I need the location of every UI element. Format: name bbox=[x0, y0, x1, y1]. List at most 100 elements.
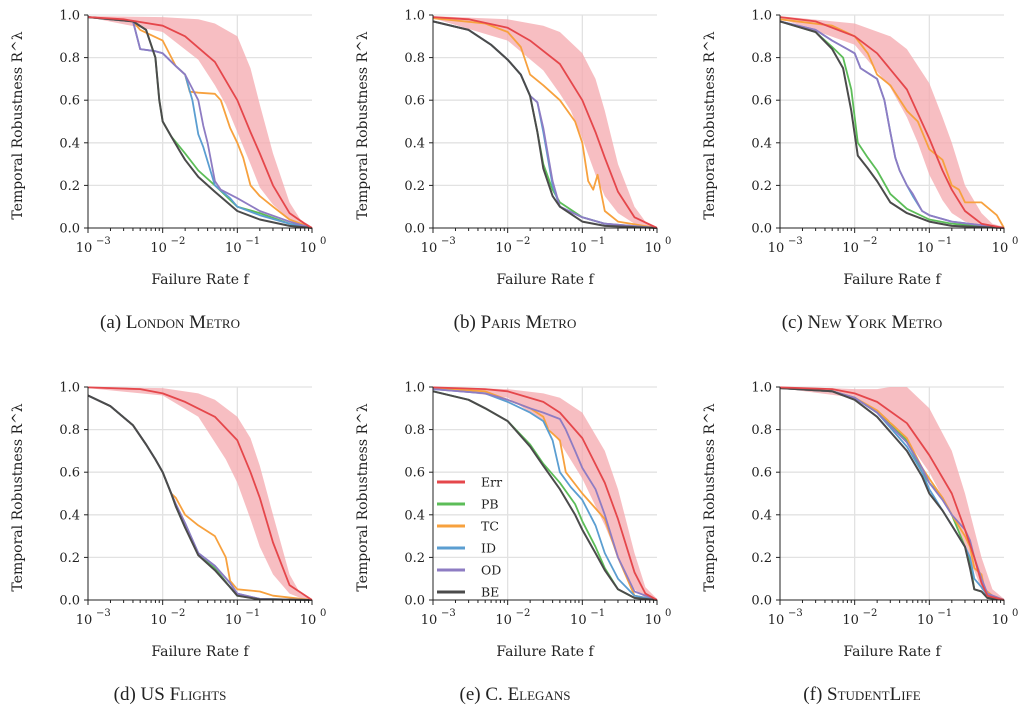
caption-dataset-name: Flights bbox=[169, 684, 227, 705]
chart-svg: 0.00.20.40.60.81.010 −3 10 −2 10 −1 10 0Failure… bbox=[355, 9, 671, 289]
y-tick-label: 0.8 bbox=[404, 423, 425, 438]
chart-panel-1: 0.0 0.2 0.4 0.6 0.8 1.0 10 −3 10 −2 10 −1 10 0 Failure… bbox=[0, 0, 340, 356]
caption-prefix: (c) bbox=[781, 312, 808, 333]
x-tick-label: 10 bbox=[300, 241, 317, 256]
series-line-be bbox=[87, 394, 313, 601]
y-tick-label: 0.4 bbox=[404, 508, 425, 523]
y-tick-label: 0.2 bbox=[751, 551, 772, 566]
x-tick-label: 10 bbox=[76, 241, 93, 256]
series-line-be bbox=[432, 390, 658, 601]
series-line-err bbox=[87, 386, 313, 601]
y-tick-label: 0.8 bbox=[751, 423, 772, 438]
y-tick-label: 1.0 bbox=[404, 381, 425, 396]
y-tick-label: 0.6 bbox=[59, 94, 80, 109]
x-tick-exponent: −2 bbox=[863, 608, 878, 619]
series-line-tc bbox=[87, 16, 313, 229]
x-axis-title: Failure Rate f bbox=[151, 272, 250, 288]
series-line-be bbox=[779, 20, 1005, 229]
err-confidence-band bbox=[433, 16, 657, 228]
caption-prefix: (e) C. bbox=[459, 684, 508, 705]
x-tick-exponent: −1 bbox=[937, 236, 952, 247]
x-tick-exponent: −2 bbox=[171, 236, 186, 247]
x-tick-label: 10 bbox=[570, 613, 587, 628]
chart-panel-5: 0.0 0.2 0.4 0.6 0.8 1.0 10 −3 10 −2 10 −1 10 0 Failure… bbox=[345, 372, 685, 728]
x-tick-label: 10 bbox=[645, 241, 662, 256]
y-tick-label: 0.2 bbox=[404, 551, 425, 566]
y-tick-label: 1.0 bbox=[751, 381, 772, 396]
x-tick-label: 10 bbox=[992, 613, 1009, 628]
y-tick-label: 0.2 bbox=[751, 179, 772, 194]
caption-dataset-name: New York Metro bbox=[807, 312, 943, 333]
x-tick-exponent: −3 bbox=[788, 608, 803, 619]
x-tick-exponent: 0 bbox=[1012, 236, 1018, 247]
x-tick-label: 10 bbox=[842, 241, 859, 256]
panel-caption: (a) London Metro bbox=[0, 312, 340, 334]
y-tick-label: 0.4 bbox=[751, 508, 772, 523]
legend-label-be: BE bbox=[481, 585, 499, 600]
series-line-pb bbox=[779, 20, 1005, 229]
x-axis-title: Failure Rate f bbox=[843, 644, 942, 660]
legend-label-id: ID bbox=[481, 541, 496, 556]
panel-caption: (b) Paris Metro bbox=[345, 312, 685, 334]
y-tick-label: 0.2 bbox=[59, 179, 80, 194]
x-axis-title: Failure Rate f bbox=[151, 644, 250, 660]
chart-panel-4: 0.0 0.2 0.4 0.6 0.8 1.0 10 −3 10 −2 10 −1 10 0 Failure… bbox=[0, 372, 340, 728]
panel-caption: (f) StudentLife bbox=[692, 684, 1021, 706]
x-tick-label: 10 bbox=[992, 241, 1009, 256]
y-axis-title: Temporal Robustness R^λ bbox=[10, 403, 26, 591]
y-axis-title: Temporal Robustness R^λ bbox=[355, 31, 371, 219]
chart-svg: 0.00.20.40.60.81.010 −3 10 −2 10 −1 10 0Failure… bbox=[10, 9, 326, 289]
caption-prefix: (f) bbox=[803, 684, 828, 705]
y-tick-label: 0.2 bbox=[59, 551, 80, 566]
chart-svg: 0.00.20.40.60.81.010 −3 10 −2 10 −1 10 0Failure… bbox=[702, 9, 1018, 289]
x-tick-exponent: −3 bbox=[96, 608, 111, 619]
x-tick-exponent: −3 bbox=[441, 236, 456, 247]
caption-dataset-name: London Metro bbox=[125, 312, 240, 333]
series-line-be bbox=[432, 20, 658, 229]
series-line-err bbox=[87, 16, 313, 229]
x-tick-exponent: −3 bbox=[96, 236, 111, 247]
y-tick-label: 0.4 bbox=[59, 508, 80, 523]
x-tick-label: 10 bbox=[225, 241, 242, 256]
y-tick-label: 0.4 bbox=[751, 136, 772, 151]
legend-label-od: OD bbox=[481, 563, 501, 578]
series-line-be bbox=[87, 16, 313, 229]
x-tick-label: 10 bbox=[917, 241, 934, 256]
x-tick-label: 10 bbox=[150, 241, 167, 256]
y-tick-label: 0.0 bbox=[59, 594, 80, 609]
x-axis-title: Failure Rate f bbox=[496, 272, 595, 288]
panel-caption: (d) US Flights bbox=[0, 684, 340, 706]
series-line-err bbox=[779, 16, 1005, 229]
x-tick-label: 10 bbox=[495, 241, 512, 256]
y-axis-title: Temporal Robustness R^λ bbox=[702, 403, 718, 591]
series-line-be bbox=[779, 387, 1005, 601]
x-tick-exponent: −3 bbox=[788, 236, 803, 247]
chart-svg: 0.00.20.40.60.81.010 −3 10 −2 10 −1 10 0Failure… bbox=[355, 381, 671, 661]
series-line-err bbox=[432, 386, 658, 601]
x-tick-exponent: 0 bbox=[1012, 608, 1018, 619]
x-tick-exponent: −2 bbox=[863, 236, 878, 247]
x-tick-exponent: −2 bbox=[516, 608, 531, 619]
y-tick-label: 0.0 bbox=[751, 222, 772, 237]
chart-panel-3: 0.0 0.2 0.4 0.6 0.8 1.0 10 −3 10 −2 10 −1 10 0 Failure… bbox=[692, 0, 1021, 356]
err-confidence-band bbox=[88, 387, 312, 600]
y-axis-title: Temporal Robustness R^λ bbox=[355, 403, 371, 591]
panel-caption: (c) New York Metro bbox=[692, 312, 1021, 334]
y-tick-label: 0.0 bbox=[404, 222, 425, 237]
series-line-od bbox=[432, 388, 658, 601]
chart-svg: 0.00.20.40.60.81.010 −3 10 −2 10 −1 10 0Failure… bbox=[702, 381, 1018, 661]
y-tick-label: 0.0 bbox=[59, 222, 80, 237]
caption-prefix: (b) bbox=[453, 312, 481, 333]
caption-dataset-name: Paris Metro bbox=[480, 312, 577, 333]
y-tick-label: 0.2 bbox=[404, 179, 425, 194]
series-line-od bbox=[779, 20, 1005, 229]
series-line-err bbox=[779, 386, 1005, 601]
series-line-tc bbox=[432, 17, 658, 229]
x-tick-label: 10 bbox=[421, 241, 438, 256]
legend: Err PB TC ID OD BE bbox=[437, 475, 502, 600]
chart-panel-2: 0.0 0.2 0.4 0.6 0.8 1.0 10 −3 10 −2 10 −1 10 0 Failure… bbox=[345, 0, 685, 356]
y-tick-label: 0.8 bbox=[59, 423, 80, 438]
series-line-od bbox=[87, 16, 313, 229]
y-tick-label: 0.8 bbox=[751, 51, 772, 66]
x-tick-label: 10 bbox=[495, 613, 512, 628]
